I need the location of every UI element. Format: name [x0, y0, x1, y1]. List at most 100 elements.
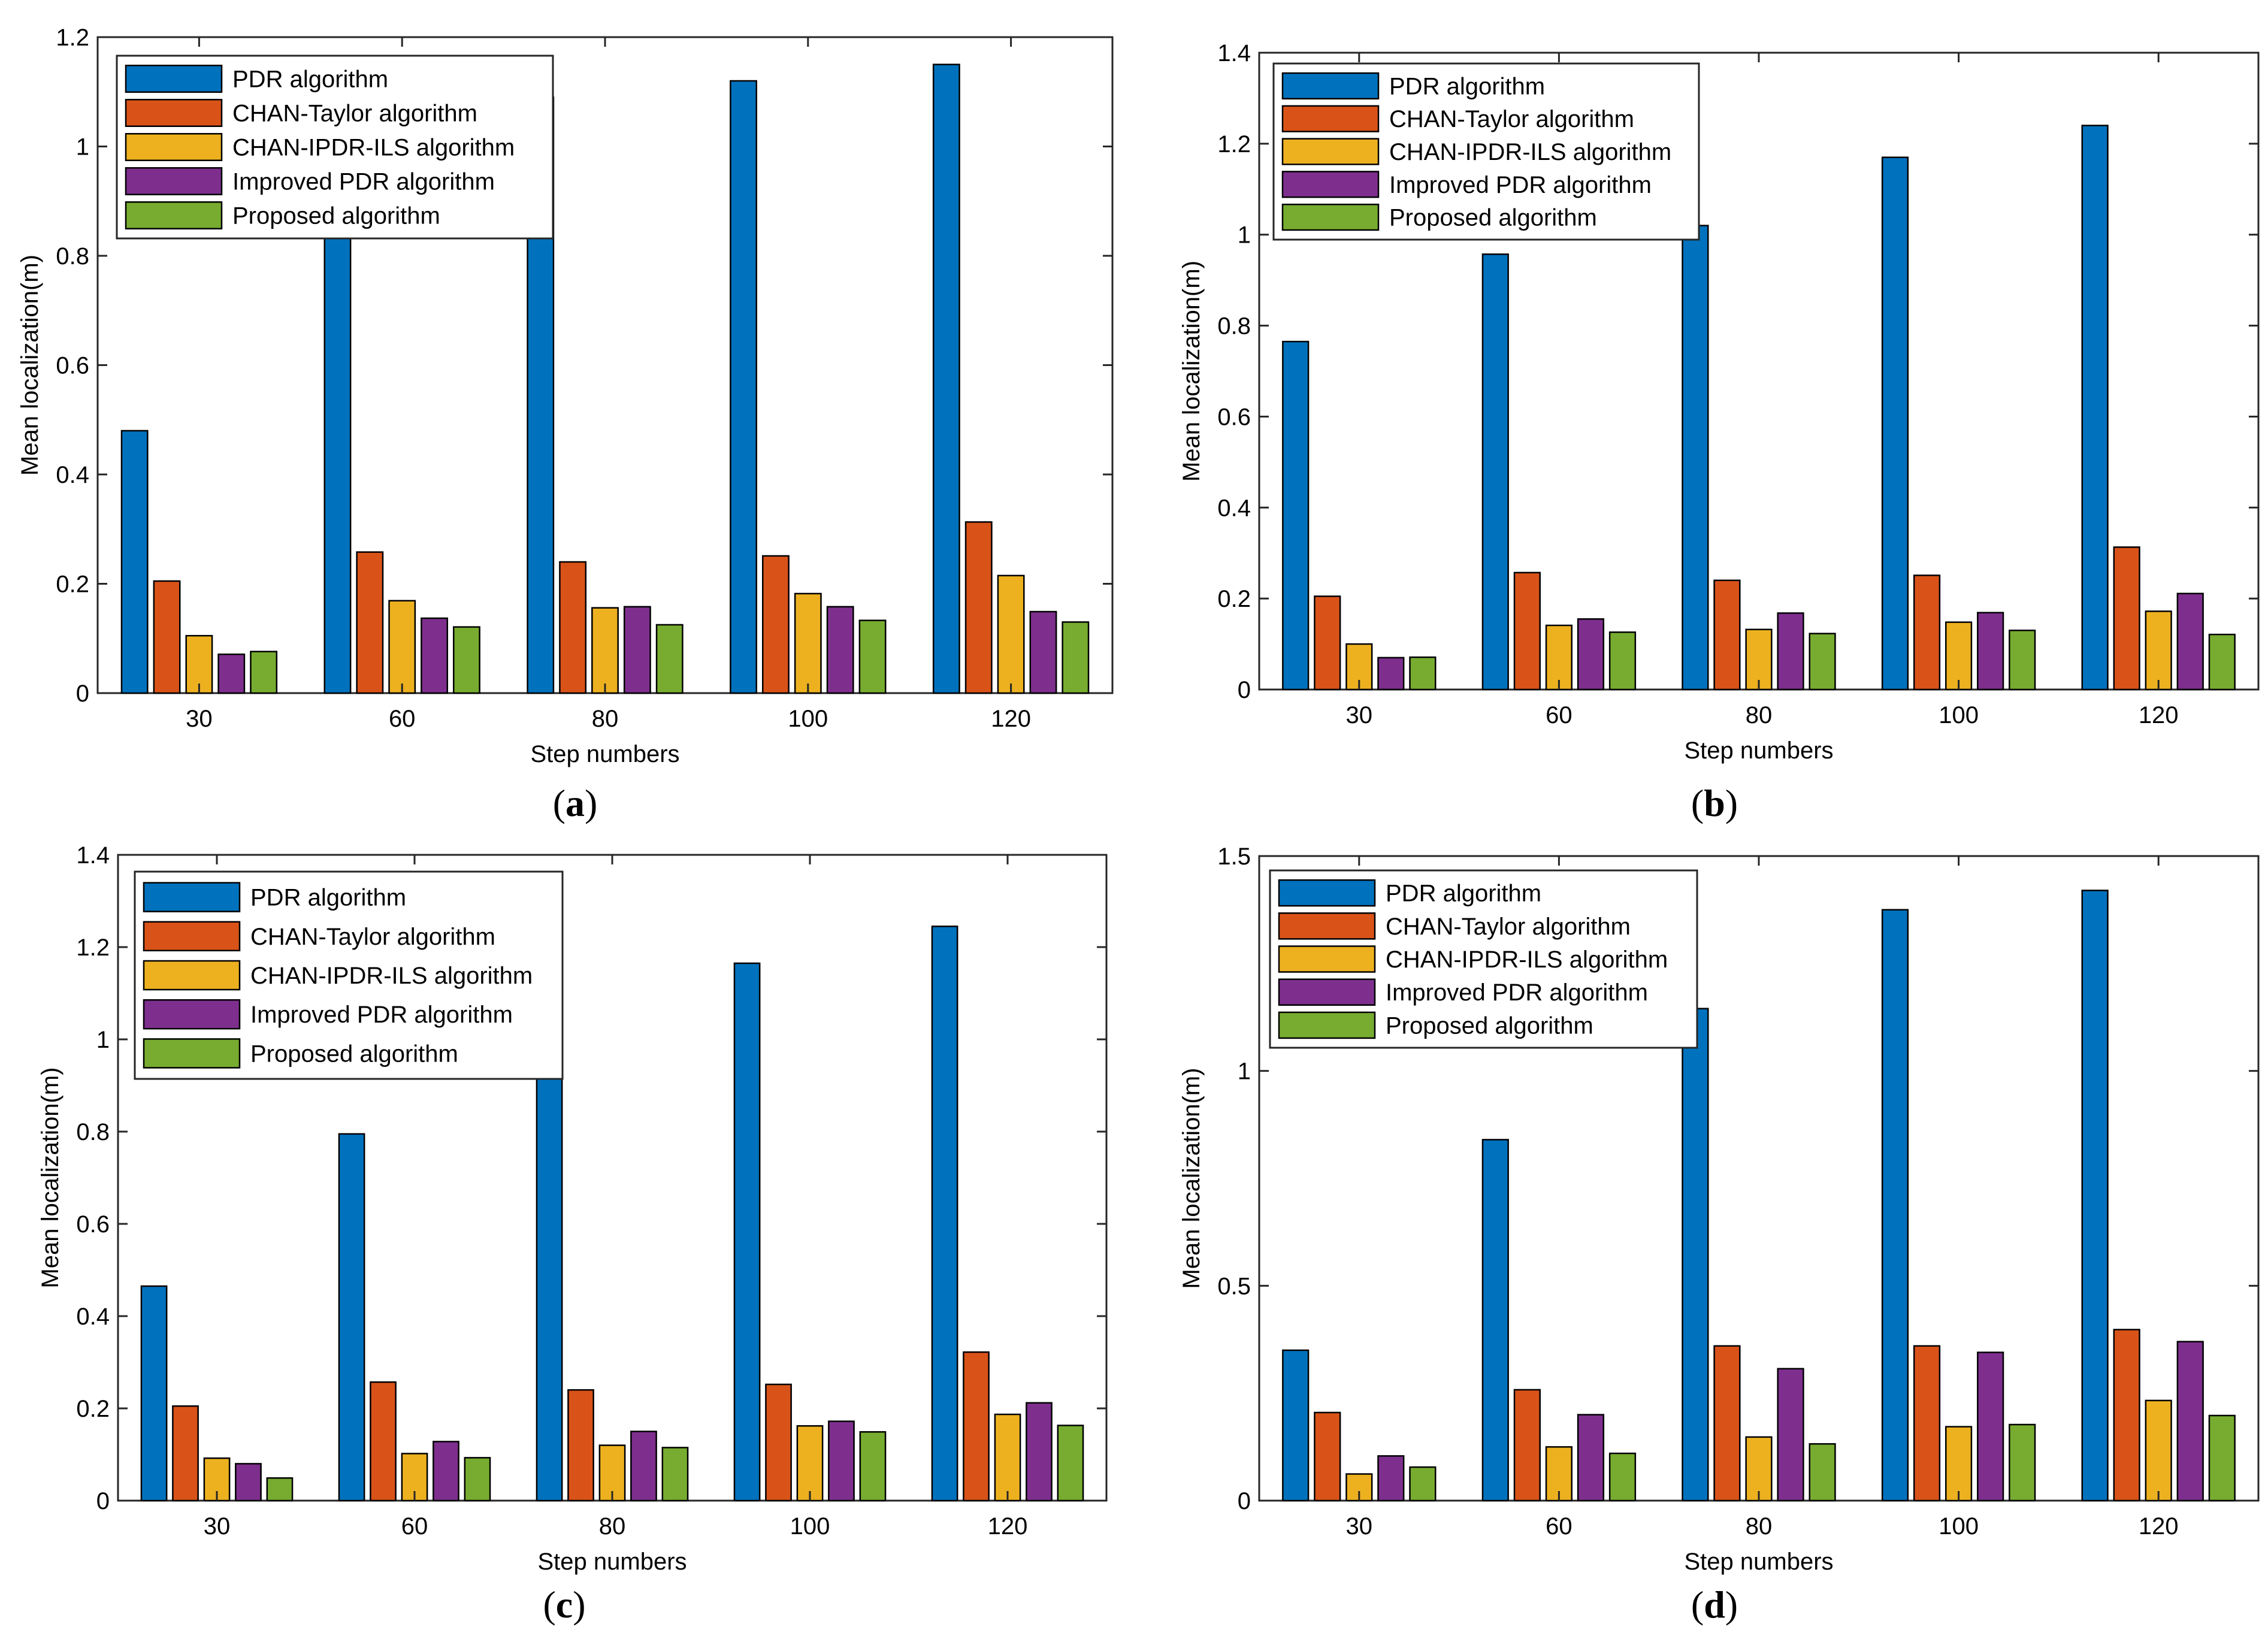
legend-label: CHAN-IPDR-ILS algorithm	[250, 963, 533, 989]
x-tick-label: 100	[788, 706, 828, 732]
bar	[1608, 631, 1637, 691]
legend-label: Improved PDR algorithm	[1389, 172, 1652, 198]
y-tick-label: 0	[1238, 677, 1251, 703]
bar	[858, 619, 887, 694]
y-tick-label: 1.2	[56, 25, 89, 51]
y-tick-label: 1.4	[1217, 40, 1251, 66]
legend-swatch	[143, 921, 241, 952]
bar	[1945, 621, 1973, 691]
bar	[356, 551, 384, 694]
bar	[1409, 656, 1437, 691]
bar	[1713, 1345, 1741, 1502]
y-tick-label: 1.2	[76, 935, 110, 961]
bar	[1377, 657, 1405, 691]
chart-panel-c: 0 0.2 0.4 0.6 0.8 1 1.2 1.4 30 60 80 100 120 Step num…	[37, 842, 1108, 1626]
y-tick-label: 0.2	[56, 571, 89, 598]
x-tick-label: 30	[1346, 702, 1373, 728]
x-tick-label: 30	[204, 1513, 231, 1540]
legend-label: Proposed algorithm	[1389, 205, 1597, 231]
y-tick-label: 0.6	[76, 1211, 110, 1238]
y-tick-label: 0.6	[1217, 404, 1251, 430]
legend-swatch	[1281, 72, 1380, 100]
legend-label: Proposed algorithm	[1386, 1012, 1593, 1039]
bar	[1809, 1443, 1836, 1502]
bar	[1745, 1436, 1773, 1502]
bar	[794, 592, 822, 694]
bar	[997, 574, 1025, 694]
legend-label: CHAN-Taylor algorithm	[1389, 106, 1634, 132]
bar	[1977, 1351, 2004, 1502]
x-tick-label: 60	[1546, 1513, 1573, 1540]
legend: PDR algorithm CHAN-Taylor algorithm CHAN-I…	[1269, 869, 1698, 1049]
y-tick-label: 1	[1238, 1059, 1251, 1085]
bar	[963, 1351, 990, 1502]
y-tick-label: 1	[76, 134, 89, 161]
legend-label: CHAN-IPDR-ILS algorithm	[1389, 139, 1671, 165]
subfigure-letter: a	[566, 782, 585, 824]
bar	[217, 653, 246, 694]
x-tick-label: 100	[1939, 1513, 1979, 1540]
bar	[730, 80, 757, 694]
bar	[2208, 633, 2236, 691]
bar	[1745, 628, 1773, 691]
legend-swatch	[1278, 879, 1376, 907]
legend-swatch	[1278, 912, 1376, 940]
bar	[433, 1441, 459, 1502]
legend-swatch	[143, 1038, 241, 1069]
y-tick-label: 0.4	[76, 1304, 110, 1330]
legend-label: CHAN-Taylor algorithm	[1386, 914, 1631, 940]
bar	[2081, 125, 2109, 691]
x-tick-label: 60	[1546, 702, 1573, 728]
bar	[1057, 1425, 1084, 1502]
bar	[2113, 546, 2140, 691]
bar	[630, 1431, 657, 1502]
bar	[2145, 610, 2172, 691]
bar	[932, 63, 960, 694]
legend-label: PDR algorithm	[250, 885, 406, 911]
y-tick-label: 0.8	[1217, 313, 1251, 340]
bar	[338, 1133, 365, 1502]
bar	[1282, 340, 1310, 691]
legend-swatch	[125, 167, 223, 195]
bar	[2009, 1423, 2036, 1502]
x-tick-label: 80	[599, 1513, 626, 1540]
y-tick-label: 0	[1238, 1488, 1251, 1514]
legend-swatch	[1281, 138, 1380, 165]
y-tick-label: 1.5	[1217, 843, 1251, 870]
legend-swatch	[125, 201, 223, 229]
bar	[1682, 225, 1709, 691]
bar	[2009, 630, 2036, 691]
y-tick-label: 1.2	[1217, 131, 1251, 158]
bar	[1029, 610, 1057, 694]
legend-label: CHAN-IPDR-ILS algorithm	[232, 135, 515, 161]
bar	[1513, 1389, 1541, 1502]
legend-label: Proposed algorithm	[232, 203, 440, 229]
legend-label: CHAN-Taylor algorithm	[250, 924, 495, 950]
bar	[1913, 1345, 1941, 1502]
bar	[250, 651, 278, 694]
bar	[2145, 1399, 2172, 1502]
bar	[655, 624, 684, 694]
subfigure-label: (a)	[553, 782, 598, 824]
bar	[1809, 633, 1836, 691]
bar	[1881, 156, 1909, 691]
bar	[1577, 1414, 1605, 1502]
legend-swatch	[1278, 945, 1376, 973]
subfigure-label: (d)	[1691, 1583, 1738, 1626]
bar	[153, 580, 181, 694]
bar	[266, 1477, 294, 1502]
legend-label: PDR algorithm	[232, 66, 388, 93]
legend-swatch	[1281, 105, 1380, 132]
x-tick-label: 120	[988, 1513, 1028, 1540]
bar	[796, 1425, 824, 1502]
bar	[1377, 1455, 1405, 1502]
y-tick-label: 0.4	[56, 462, 89, 488]
legend-swatch	[125, 133, 223, 161]
bar	[1977, 612, 2004, 691]
bar	[1481, 1139, 1509, 1502]
bar	[1777, 612, 1804, 691]
bar	[1545, 624, 1573, 691]
legend-label: Improved PDR algorithm	[1386, 979, 1648, 1006]
bar	[661, 1447, 689, 1502]
